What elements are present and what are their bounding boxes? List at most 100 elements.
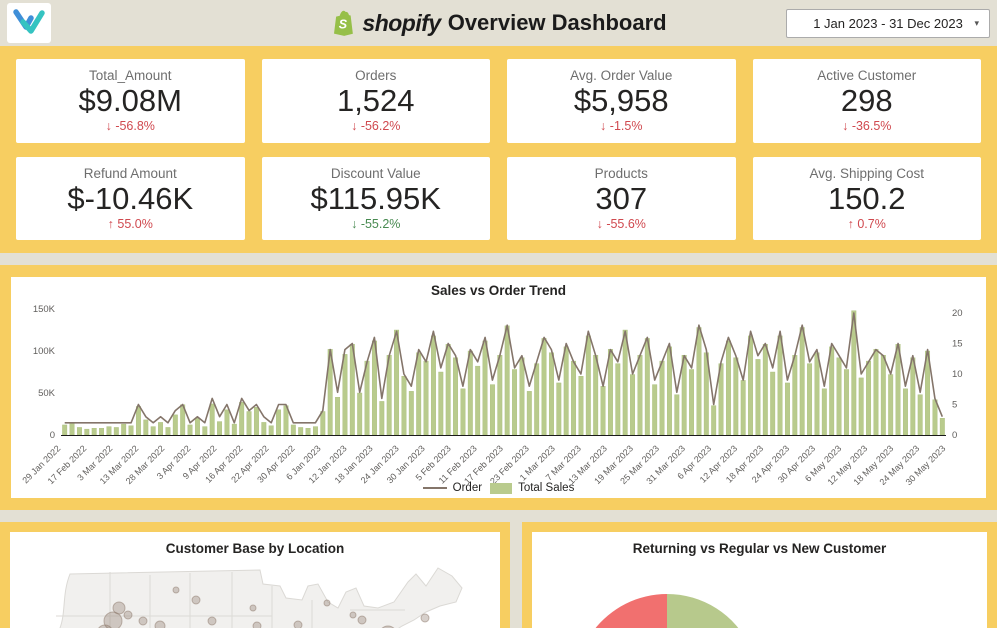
kpi-label: Avg. Shipping Cost: [809, 165, 925, 181]
kpi-card-total-amount: Total_Amount $9.08M ↓ -56.8%: [16, 59, 245, 143]
brand-name: shopify: [362, 9, 441, 36]
y-axis-right-tick: 20: [952, 308, 963, 319]
date-range-value: 1 Jan 2023 - 31 Dec 2023: [813, 15, 963, 31]
kpi-change-value: 55.0%: [117, 216, 153, 231]
kpi-value: 1,524: [336, 83, 415, 119]
kpi-change: ↓ -55.2%: [351, 217, 400, 231]
location-bubble: [154, 620, 166, 628]
legend-item-order[interactable]: Order: [422, 482, 483, 494]
trend-chart-legend: Order Total Sales: [11, 482, 986, 494]
location-bubble: [420, 613, 430, 623]
kpi-change-value: 0.7%: [857, 216, 886, 231]
kpi-change-value: -1.5%: [609, 119, 643, 134]
us-bubble-map[interactable]: [10, 560, 500, 628]
y-axis-left-tick: 100K: [33, 346, 56, 357]
dashboard-title: Overview Dashboard: [447, 10, 667, 35]
kpi-value: 150.2: [827, 180, 906, 216]
trend-arrow-icon: ↑: [847, 216, 854, 231]
y-axis-right-tick: 10: [952, 369, 963, 380]
chevron-down-icon[interactable]: ▾: [974, 17, 979, 28]
kpi-change: ↓ -1.5%: [600, 119, 642, 133]
shopify-bag-icon: S: [333, 10, 353, 36]
order-line: [64, 312, 944, 424]
location-bubble: [357, 615, 367, 625]
location-bubble: [98, 624, 112, 628]
kpi-change-value: -56.2%: [360, 119, 401, 134]
y-axis-right-tick: 5: [952, 400, 957, 411]
donut-title: Returning vs Regular vs New Customer: [632, 541, 887, 556]
v-logo-icon: [13, 9, 45, 34]
kpi-change-value: -36.5%: [851, 119, 892, 134]
trend-chart-panel: Sales vs Order Trend 150K 100K 50K 0 20 15 10 5…: [0, 265, 997, 510]
kpi-change: ↓ -56.8%: [106, 119, 155, 133]
svg-text:S: S: [338, 17, 347, 31]
total-sales-swatch: [490, 482, 513, 494]
kpi-label: Avg. Order Value: [570, 68, 673, 84]
trend-arrow-icon: ↓: [596, 216, 603, 231]
map-title: Customer Base by Location: [165, 541, 345, 556]
kpi-card-refund-amount: Refund Amount $-10.46K ↑ 55.0%: [16, 156, 245, 240]
kpi-value: 307: [595, 180, 648, 216]
kpi-change: ↓ -55.6%: [597, 217, 646, 231]
page-title: S shopify Overview Dashboard: [330, 9, 667, 37]
location-bubble: [138, 616, 148, 626]
location-bubble: [207, 616, 217, 626]
trend-arrow-icon: ↓: [351, 119, 358, 134]
kpi-change-value: -55.2%: [360, 216, 401, 231]
trend-arrow-icon: ↓: [600, 119, 607, 134]
kpi-label: Active Customer: [817, 68, 917, 84]
kpi-label: Total_Amount: [88, 68, 172, 84]
kpi-change-value: -56.8%: [115, 119, 155, 134]
y-axis-left-tick: 150K: [33, 304, 56, 315]
kpi-value: 298: [840, 83, 893, 119]
y-axis-right-tick: 0: [952, 430, 957, 441]
kpi-section: Total_Amount $9.08M ↓ -56.8% Orders 1,52…: [0, 46, 997, 253]
location-bubble: [249, 604, 257, 612]
kpi-card-orders: Orders 1,524 ↓ -56.2%: [261, 59, 490, 143]
kpi-card-products: Products 307 ↓ -55.6%: [507, 156, 736, 240]
location-bubble: [323, 599, 331, 607]
trend-arrow-icon: ↓: [351, 216, 358, 231]
map-bubbles-layer: [98, 586, 430, 628]
location-bubble: [191, 595, 201, 605]
us-map-shape: [59, 567, 463, 628]
customer-donut-panel: Returning vs Regular vs New Customer 29.…: [522, 522, 997, 628]
kpi-change-value: -55.6%: [606, 216, 646, 231]
donut-slice-red: [595, 594, 667, 628]
kpi-value: $5,958: [573, 83, 669, 119]
location-bubble: [349, 611, 357, 619]
legend-label: Total Sales: [518, 482, 575, 494]
location-bubble: [123, 610, 133, 620]
y-axis-right-tick: 15: [952, 339, 963, 350]
y-axis-left-tick: 50K: [38, 388, 56, 399]
kpi-value: $-10.46K: [67, 180, 194, 216]
kpi-card-avg-order-value: Avg. Order Value $5,958 ↓ -1.5%: [507, 59, 736, 143]
order-line-swatch: [422, 487, 447, 489]
kpi-value: $9.08M: [78, 83, 182, 119]
trend-chart-title: Sales vs Order Trend: [430, 283, 567, 298]
state-borders: [56, 572, 405, 628]
location-bubble: [103, 611, 123, 628]
kpi-label: Refund Amount: [83, 165, 177, 181]
app-logo[interactable]: [7, 3, 51, 43]
kpi-card-discount-value: Discount Value $115.95K ↓ -55.2%: [261, 156, 490, 240]
location-bubble: [172, 586, 180, 594]
date-range-picker[interactable]: 1 Jan 2023 - 31 Dec 2023 ▾: [786, 8, 990, 38]
trend-arrow-icon: ↑: [107, 216, 114, 231]
customer-type-donut-chart[interactable]: 29.6%: [532, 556, 987, 628]
kpi-change: ↓ -56.2%: [351, 119, 400, 133]
customer-map-panel: Customer Base by Location: [0, 522, 510, 628]
legend-label: Order: [452, 482, 483, 494]
kpi-label: Orders: [355, 68, 397, 84]
donut-slice-green: [667, 594, 739, 628]
kpi-change: ↑ 55.0%: [108, 217, 153, 231]
total-sales-bars: [62, 310, 945, 436]
trend-arrow-icon: ↓: [842, 119, 849, 134]
kpi-label: Products: [594, 165, 648, 181]
kpi-change: ↑ 0.7%: [848, 217, 886, 231]
legend-item-total-sales[interactable]: Total Sales: [490, 482, 574, 494]
y-axis-left-tick: 0: [50, 430, 55, 441]
trend-arrow-icon: ↓: [105, 119, 112, 134]
kpi-label: Discount Value: [330, 165, 421, 181]
